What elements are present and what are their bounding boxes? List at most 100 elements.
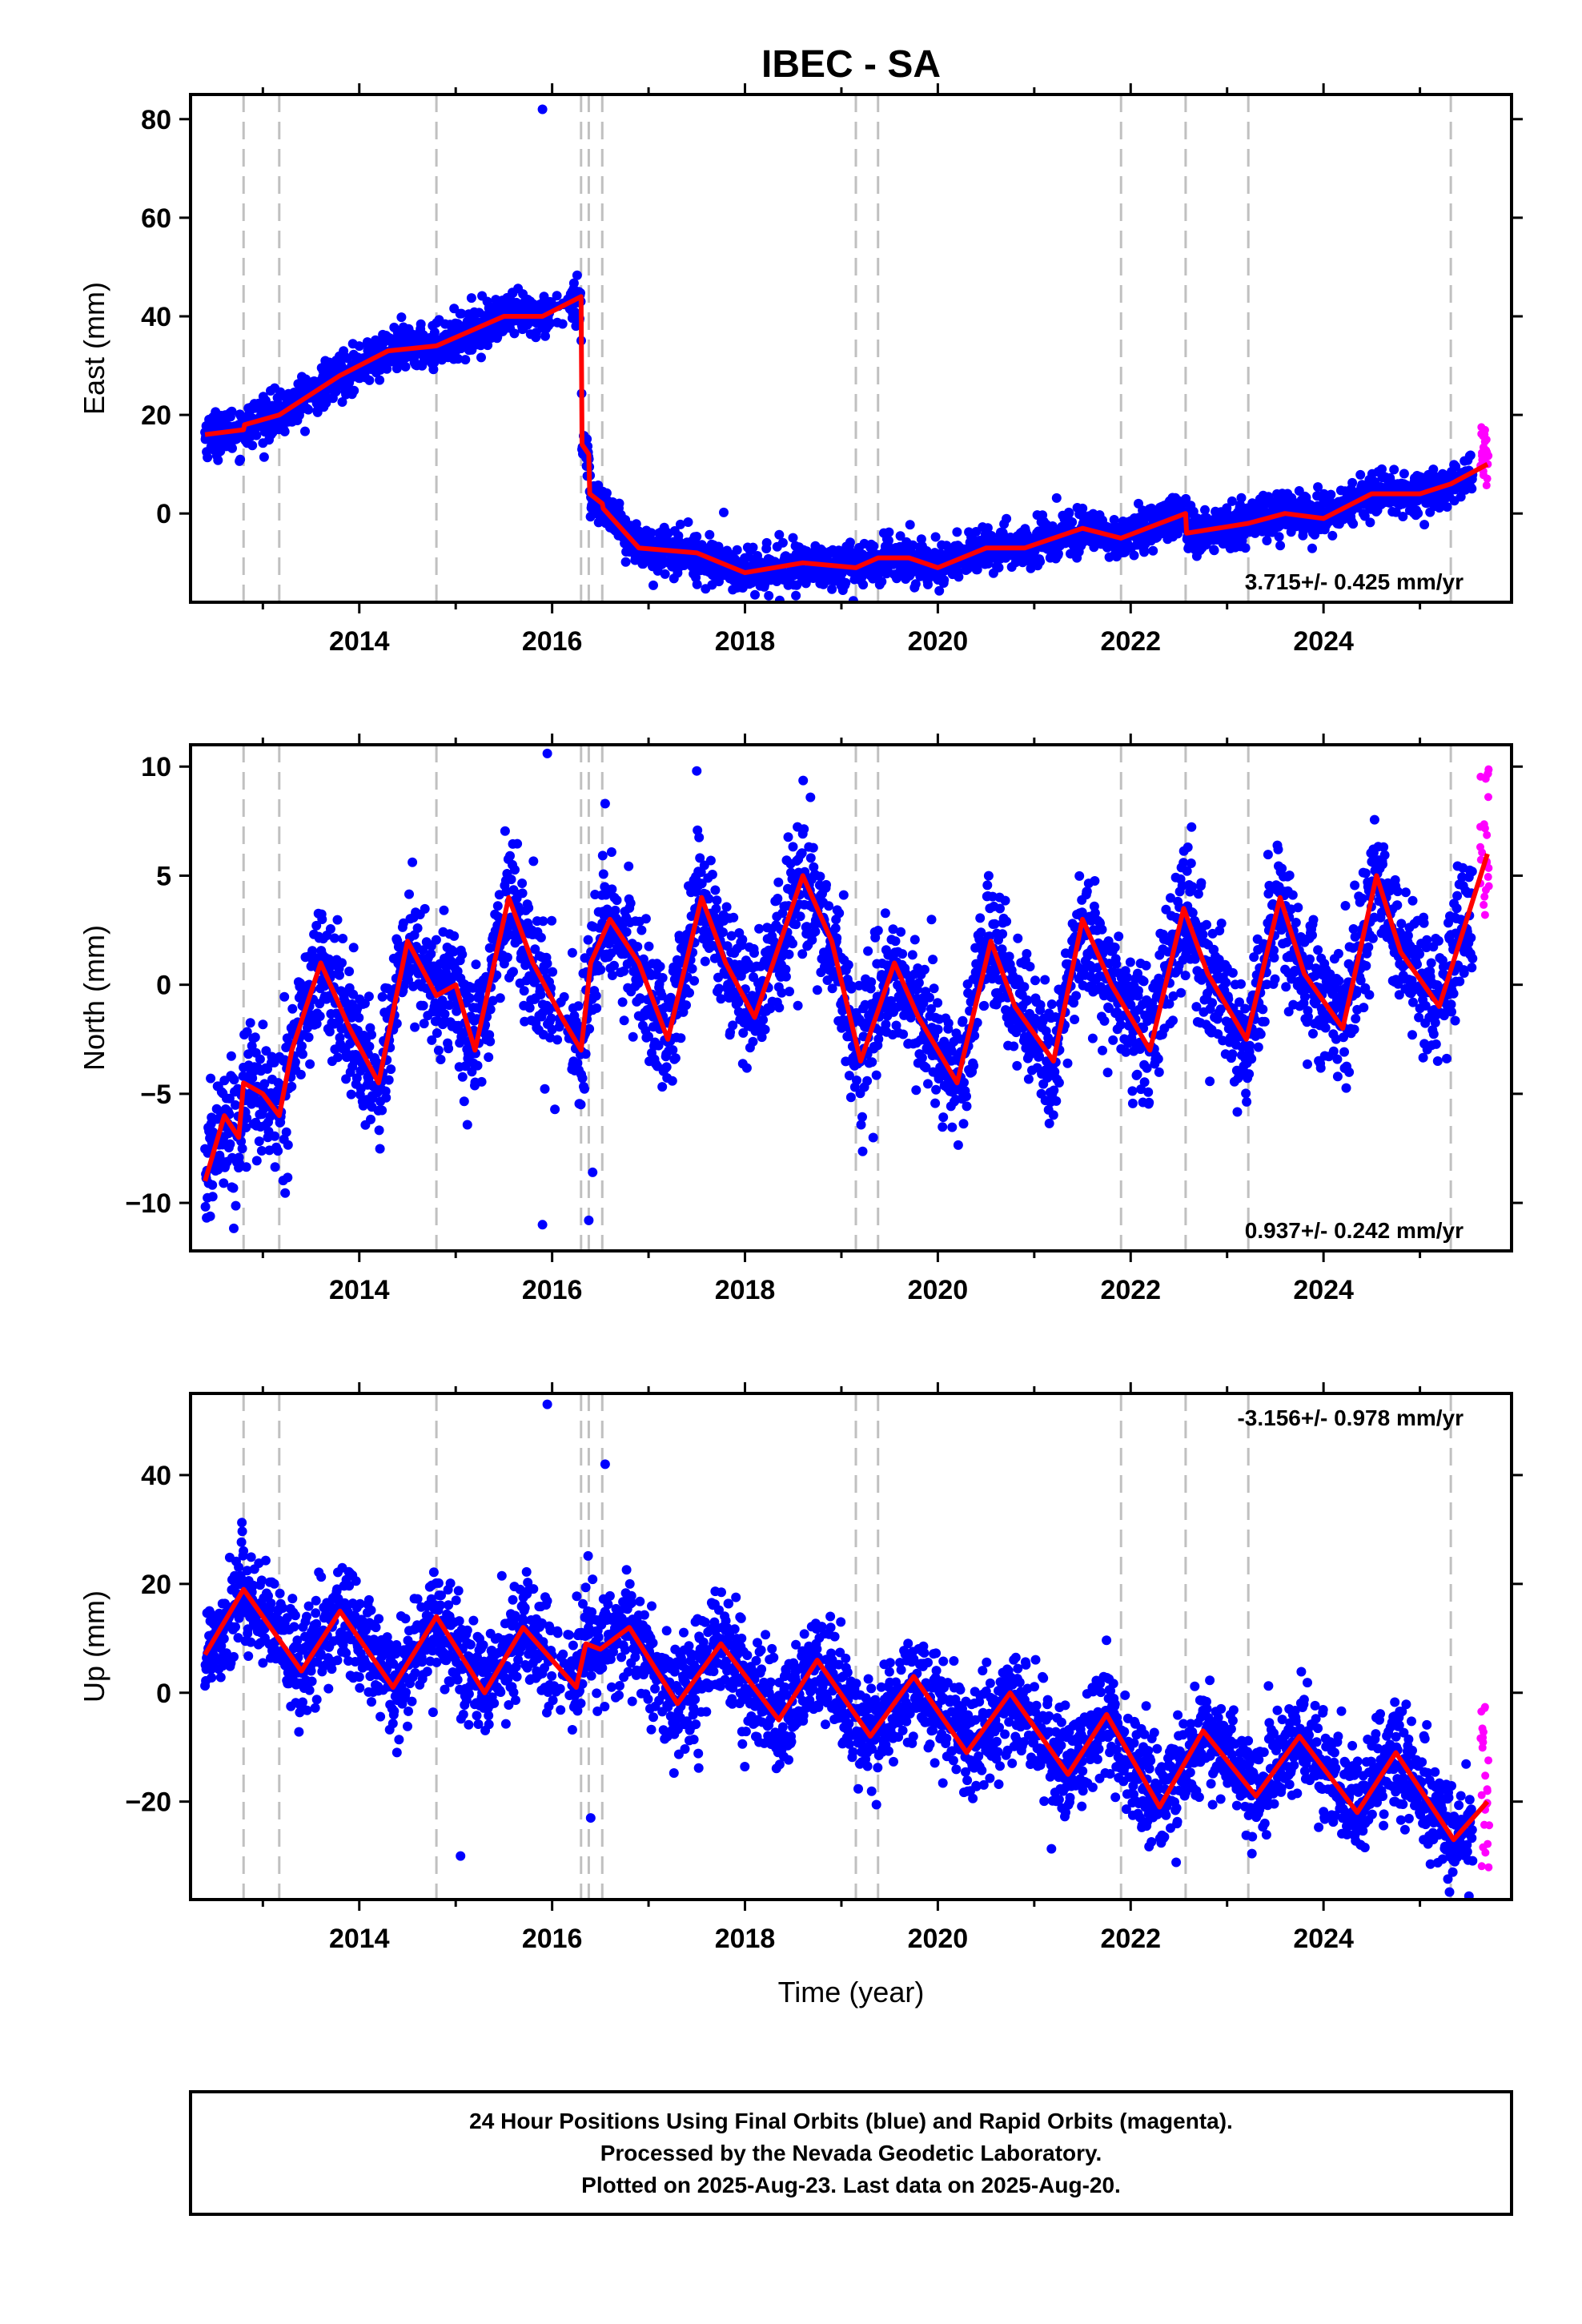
north-final-point bbox=[412, 923, 423, 933]
north-final-point bbox=[273, 1146, 283, 1156]
north-final-point bbox=[607, 884, 617, 895]
east-final-point bbox=[777, 537, 788, 548]
east-final-point bbox=[750, 589, 760, 600]
east-final-point bbox=[247, 440, 258, 451]
north-final-point bbox=[225, 1139, 235, 1149]
east-final-point bbox=[788, 533, 798, 543]
north-final-point bbox=[247, 1073, 258, 1084]
north-final-point bbox=[219, 1178, 229, 1188]
east-final-point bbox=[453, 354, 464, 364]
north-final-point bbox=[457, 1072, 468, 1082]
north-final-point bbox=[476, 1076, 487, 1087]
east-final-point bbox=[552, 291, 562, 301]
east-final-point bbox=[1274, 532, 1284, 542]
north-final-point bbox=[524, 903, 534, 913]
north-final-point bbox=[871, 1070, 881, 1080]
east-final-point bbox=[910, 579, 921, 589]
east-final-point bbox=[1355, 469, 1366, 480]
north-final-point bbox=[439, 905, 449, 915]
north-final-point bbox=[528, 856, 539, 866]
north-final-point bbox=[512, 838, 523, 849]
north-final-point bbox=[843, 959, 853, 970]
east-final-points bbox=[200, 104, 1478, 602]
north-final-point bbox=[805, 792, 816, 802]
north-final-point bbox=[808, 842, 818, 853]
east-final-point bbox=[557, 319, 568, 329]
north-final-point bbox=[805, 853, 816, 863]
east-final-point bbox=[994, 562, 1004, 573]
east-final-point bbox=[1236, 493, 1247, 503]
east-final-point bbox=[841, 577, 851, 588]
north-final-point bbox=[519, 986, 529, 996]
north-final-point bbox=[427, 1035, 437, 1045]
north-final-point bbox=[410, 1022, 420, 1032]
north-final-point bbox=[419, 1019, 429, 1029]
east-ylabel: East (mm) bbox=[78, 282, 110, 415]
east-final-point bbox=[1389, 464, 1399, 475]
north-final-point bbox=[784, 949, 794, 959]
north-final-point bbox=[938, 1122, 948, 1132]
north-final-point bbox=[258, 1019, 268, 1030]
east-final-point bbox=[1451, 461, 1461, 472]
north-final-point bbox=[729, 912, 739, 923]
north-final-point bbox=[624, 861, 634, 871]
east-final-point bbox=[1365, 517, 1375, 528]
north-final-point bbox=[418, 945, 428, 955]
east-ytick-label: 80 bbox=[141, 105, 171, 135]
east-final-point bbox=[692, 532, 702, 541]
north-final-point bbox=[938, 1112, 949, 1123]
north-final-point bbox=[471, 959, 481, 970]
east-rapid-points bbox=[1476, 423, 1493, 490]
north-final-point bbox=[280, 1188, 291, 1198]
east-final-point bbox=[349, 385, 359, 396]
east-ytick-label: 20 bbox=[141, 400, 171, 431]
north-final-point bbox=[332, 915, 343, 925]
north-final-point bbox=[279, 991, 290, 1002]
north-final-point bbox=[681, 1000, 691, 1011]
north-final-point bbox=[737, 935, 748, 945]
east-final-point bbox=[601, 488, 612, 498]
north-final-point bbox=[548, 967, 558, 977]
north-final-point bbox=[437, 995, 448, 1006]
north-final-point bbox=[718, 927, 728, 938]
north-final-point bbox=[241, 1162, 251, 1172]
north-final-point bbox=[245, 1018, 255, 1028]
east-final-point bbox=[375, 375, 385, 385]
north-final-point bbox=[815, 871, 825, 882]
north-final-point bbox=[880, 908, 890, 919]
north-final-point bbox=[821, 879, 831, 890]
east-ytick-label: 60 bbox=[141, 203, 171, 234]
north-final-point bbox=[598, 869, 608, 879]
north-final-point bbox=[785, 987, 794, 997]
north-final-point bbox=[205, 1211, 215, 1221]
east-final-point bbox=[1327, 530, 1338, 541]
north-final-point bbox=[295, 1069, 306, 1080]
north-final-point bbox=[536, 990, 546, 999]
north-final-point bbox=[431, 935, 441, 945]
north-final-point bbox=[254, 1136, 264, 1147]
north-final-point bbox=[287, 1003, 298, 1014]
east-final-point bbox=[660, 569, 670, 579]
north-final-point bbox=[226, 1051, 236, 1061]
east-final-point bbox=[303, 404, 314, 415]
north-final-point bbox=[256, 1146, 267, 1156]
north-final-point bbox=[721, 902, 732, 912]
north-final-point bbox=[351, 1073, 362, 1084]
north-final-point bbox=[628, 1031, 638, 1042]
east-final-point bbox=[923, 579, 933, 589]
north-final-point bbox=[661, 1062, 672, 1072]
east-final-point bbox=[279, 426, 290, 436]
north-final-point bbox=[896, 927, 906, 937]
east-final-point bbox=[460, 355, 471, 365]
north-final-point bbox=[676, 1033, 686, 1043]
north-final-point bbox=[873, 926, 883, 935]
east-final-point bbox=[400, 361, 411, 372]
east-final-point bbox=[895, 531, 905, 541]
north-final-point bbox=[418, 1000, 428, 1011]
north-final-point bbox=[845, 1092, 856, 1103]
north-final-point bbox=[911, 1085, 921, 1096]
north-final-point bbox=[311, 1019, 322, 1029]
east-final-point bbox=[364, 375, 375, 385]
